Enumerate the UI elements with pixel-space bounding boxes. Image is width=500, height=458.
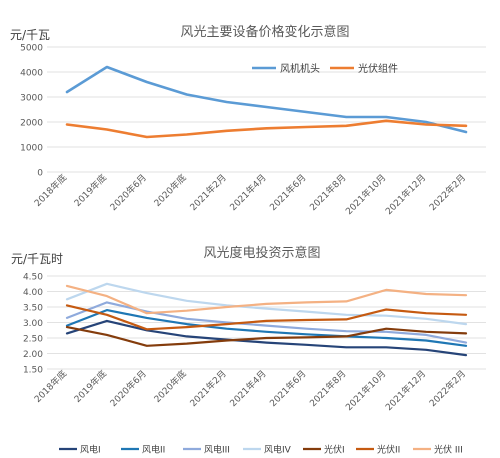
series-line-1: [65, 65, 468, 134]
series-line-5: [65, 326, 468, 347]
legend-label: 风电III: [204, 444, 230, 456]
x-tick-label: 2021年6月: [267, 368, 308, 409]
y-tick-label: 3.00: [23, 319, 43, 329]
y-tick-label: 0: [37, 169, 43, 179]
x-tick-label: 2021年8月: [307, 172, 348, 213]
x-tick-label: 2021年12月: [383, 172, 429, 218]
series-line-2: [65, 309, 468, 347]
y-tick-label: 2.00: [23, 350, 43, 360]
chart-title: 风光主要设备价格变化示意图: [180, 24, 349, 40]
legend-label: 风电II: [142, 444, 165, 456]
x-tick-label: 2021年10月: [343, 172, 389, 218]
y-tick-label: 1.50: [23, 366, 43, 376]
legend-label: 风机机头: [280, 62, 320, 75]
x-tick-label: 2022年2月: [427, 368, 468, 409]
legend-label: 风电IV: [264, 444, 292, 456]
legend-label: 光伏组件: [358, 62, 398, 75]
series-line-1: [65, 319, 468, 357]
x-tick-label: 2020年6月: [107, 172, 148, 213]
y-tick-label: 3000: [20, 94, 43, 104]
y-tick-label: 5000: [20, 44, 43, 54]
legend-label: 光伏II: [377, 444, 400, 456]
x-tick-label: 2021年2月: [187, 172, 228, 213]
x-tick-label: 2021年12月: [383, 368, 429, 414]
x-tick-label: 2020年底: [151, 172, 188, 209]
series-line-6: [65, 304, 468, 331]
legend-label: 风电I: [80, 444, 101, 456]
y-axis-label: 元/千瓦时: [11, 252, 63, 266]
x-tick-label: 2020年底: [151, 368, 188, 405]
x-tick-label: 2021年6月: [267, 172, 308, 213]
series-line-7: [65, 284, 468, 315]
series-line-2: [65, 119, 468, 139]
x-tick-label: 2020年6月: [107, 368, 148, 409]
x-tick-label: 2021年2月: [187, 368, 228, 409]
x-tick-label: 2019年底: [72, 172, 109, 209]
y-tick-label: 4000: [20, 69, 43, 79]
x-tick-label: 2019年底: [72, 368, 109, 405]
x-tick-label: 2021年4月: [227, 368, 268, 409]
y-tick-label: 4.00: [23, 288, 43, 298]
x-tick-label: 2022年2月: [427, 172, 468, 213]
y-tick-label: 4.50: [23, 273, 43, 283]
y-tick-label: 1000: [20, 144, 43, 154]
chart-title: 风光度电投资示意图: [203, 245, 320, 261]
y-tick-label: 3.50: [23, 304, 43, 314]
legend-label: 光伏 III: [434, 444, 463, 456]
y-tick-label: 2.50: [23, 335, 43, 345]
y-axis-label: 元/千瓦: [10, 28, 50, 42]
y-tick-label: 2000: [20, 119, 43, 129]
x-tick-label: 2021年4月: [227, 172, 268, 213]
chart-2: 风光度电投资示意图 元/千瓦时 1.50 2.00 2.50 3.00 3.50 4.00 4.…: [11, 245, 486, 456]
x-tick-label: 2021年10月: [343, 368, 389, 414]
x-tick-label: 2021年8月: [307, 368, 348, 409]
chart-1: 风光主要设备价格变化示意图 元/千瓦 0 1000 2000 3000 4000 5000 20…: [10, 24, 486, 217]
series-line-4: [65, 282, 468, 326]
legend-label: 光伏I: [324, 444, 345, 456]
